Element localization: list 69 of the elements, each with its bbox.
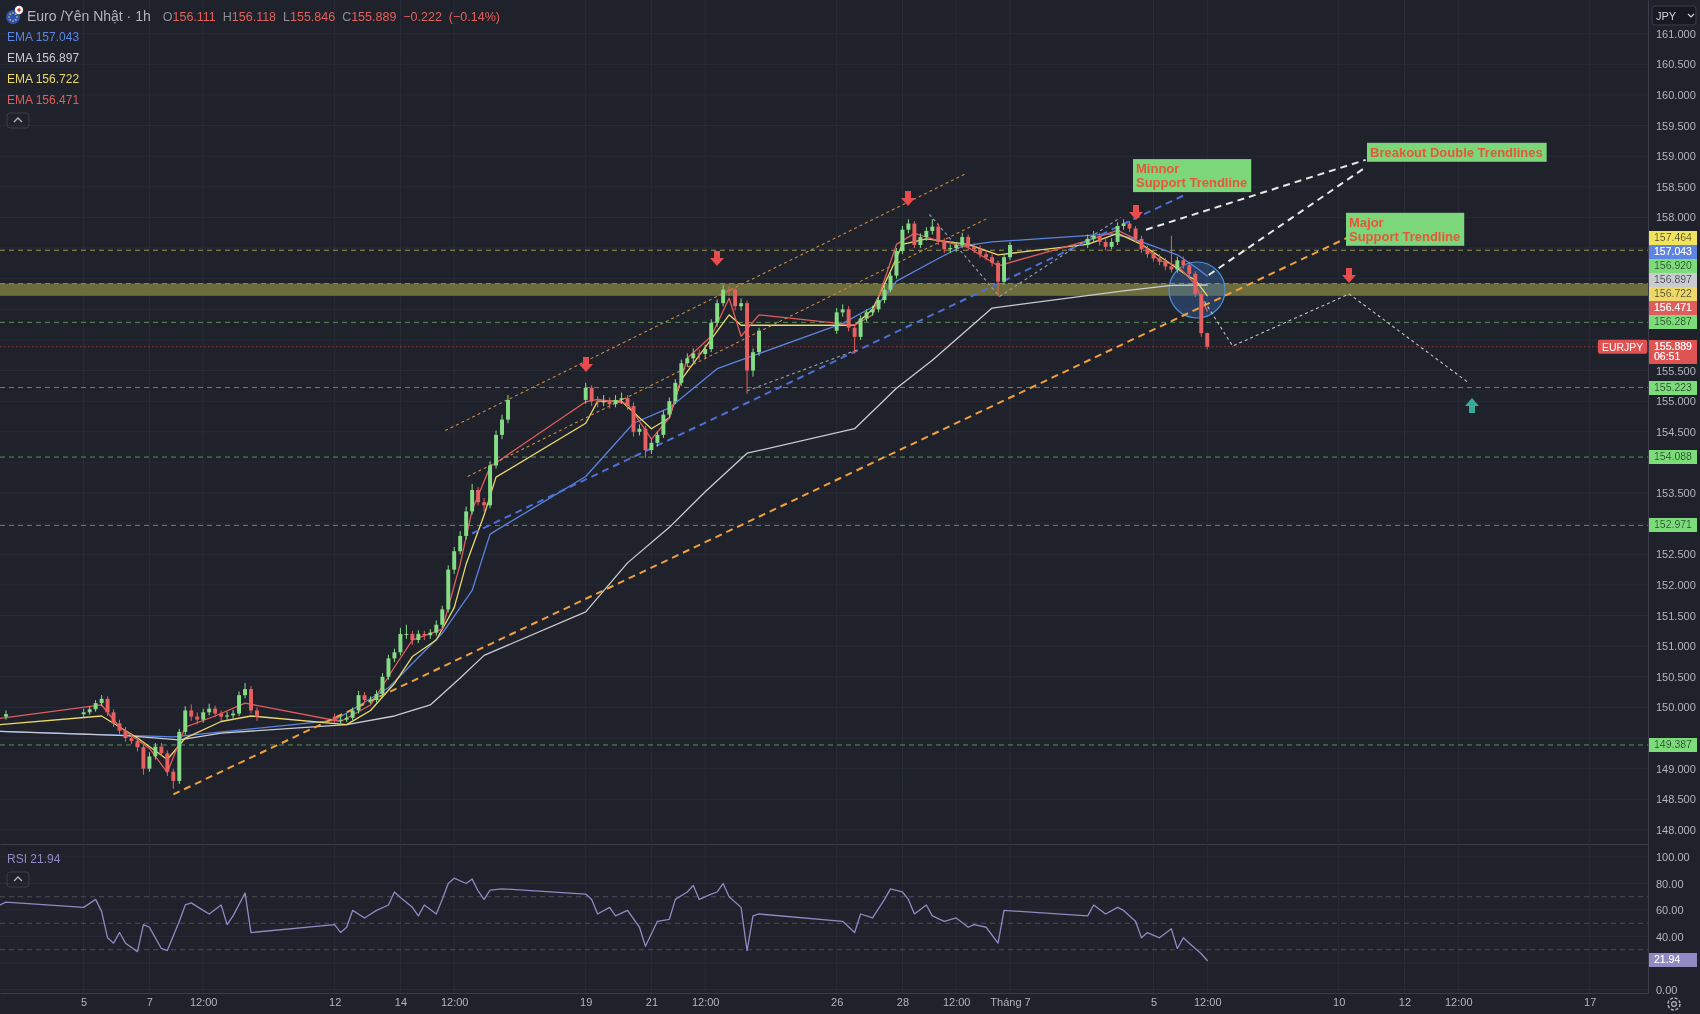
x-tick-label: 14	[394, 995, 408, 1008]
x-tick-label: 5	[81, 995, 88, 1008]
y-tick-label: 160.500	[1656, 58, 1696, 71]
ref-line-label: 156.287	[1654, 315, 1693, 328]
ref-line-label: 156.920	[1654, 259, 1693, 272]
text: 156.722	[1654, 287, 1693, 300]
y-tick-label: 150.500	[1656, 670, 1696, 683]
annotation: Minnor Support Trendline	[1136, 161, 1248, 191]
x-tick-label: 17	[1584, 995, 1597, 1008]
y-tick-label: 40.00	[1656, 930, 1684, 943]
ref-line-label: 152.971	[1654, 518, 1693, 531]
y-tick-label: 151.000	[1656, 640, 1696, 653]
y-tick-label: 151.500	[1656, 609, 1696, 622]
x-tick-label: Tháng 7	[990, 995, 1031, 1008]
annotation: EURJPY	[1601, 340, 1644, 353]
x-tick-label: 21	[645, 995, 659, 1008]
y-tick-label: 155.500	[1656, 364, 1696, 377]
y-tick-label: 0.00	[1656, 983, 1678, 996]
ref-line-label: 154.088	[1654, 450, 1693, 463]
annotation: Major Support Trendline	[1349, 214, 1461, 244]
x-tick-label: 12:00	[1193, 995, 1222, 1008]
y-tick-label: 152.500	[1656, 548, 1696, 561]
y-tick-label: 153.500	[1656, 487, 1696, 500]
x-tick-label: 12:00	[942, 995, 971, 1008]
y-tick-label: 150.000	[1656, 701, 1696, 714]
y-tick-label: 80.00	[1656, 877, 1684, 890]
text: EMA 156.471	[7, 93, 80, 107]
y-tick-label: 155.000	[1656, 395, 1696, 408]
y-tick-label: 161.000	[1656, 27, 1696, 40]
y-tick-label: 149.000	[1656, 762, 1696, 775]
text: 156.471	[1654, 301, 1693, 314]
y-tick-label: 100.00	[1656, 851, 1690, 864]
x-tick-label: 12	[329, 995, 342, 1008]
y-tick-label: 159.000	[1656, 150, 1696, 163]
y-tick-label: 148.000	[1656, 823, 1696, 836]
text: RSI 21.94	[7, 852, 61, 866]
x-tick-label: 10	[1333, 995, 1346, 1008]
x-tick-label: 12:00	[1444, 995, 1473, 1008]
ref-line-label: 157.464	[1654, 231, 1693, 244]
y-tick-label: 158.000	[1656, 211, 1696, 224]
ref-line-label: 155.223	[1654, 380, 1693, 393]
y-axis-title: JPY	[1656, 10, 1677, 22]
x-tick-label: 12:00	[440, 995, 469, 1008]
text: 156.897	[1654, 273, 1693, 286]
text: EMA 156.897	[7, 51, 80, 65]
text: O156.111 H156.118 L155.846 C155.889 −0.222 (−0.14%)	[162, 10, 500, 24]
x-tick-label: 19	[580, 995, 593, 1008]
text: Euro /Yên Nhật · 1h	[27, 8, 151, 24]
y-tick-label: 148.500	[1656, 793, 1696, 806]
x-tick-label: 7	[146, 995, 153, 1008]
x-tick-label: 12:00	[691, 995, 720, 1008]
ref-line-label: 155.889 06:51	[1654, 339, 1693, 362]
y-tick-label: 152.000	[1656, 578, 1696, 591]
ref-line-label: 149.387	[1654, 737, 1693, 750]
y-tick-label: 154.500	[1656, 425, 1696, 438]
annotation: Breakout Double Trendlines	[1370, 144, 1543, 160]
y-tick-label: 60.00	[1656, 904, 1684, 917]
x-tick-label: 26	[831, 995, 844, 1008]
x-tick-label: 12	[1398, 995, 1412, 1008]
text: 21.94	[1654, 953, 1681, 966]
text: EMA 157.043	[7, 30, 80, 44]
y-tick-label: 160.000	[1656, 88, 1696, 101]
text: EMA 156.722	[7, 72, 80, 86]
y-tick-label: 159.500	[1656, 119, 1696, 132]
text: 157.043	[1654, 245, 1693, 258]
x-tick-label: 5	[1150, 995, 1158, 1008]
x-tick-label: 28	[896, 995, 910, 1008]
y-tick-label: 158.500	[1656, 180, 1696, 193]
x-tick-label: 12:00	[189, 995, 218, 1008]
